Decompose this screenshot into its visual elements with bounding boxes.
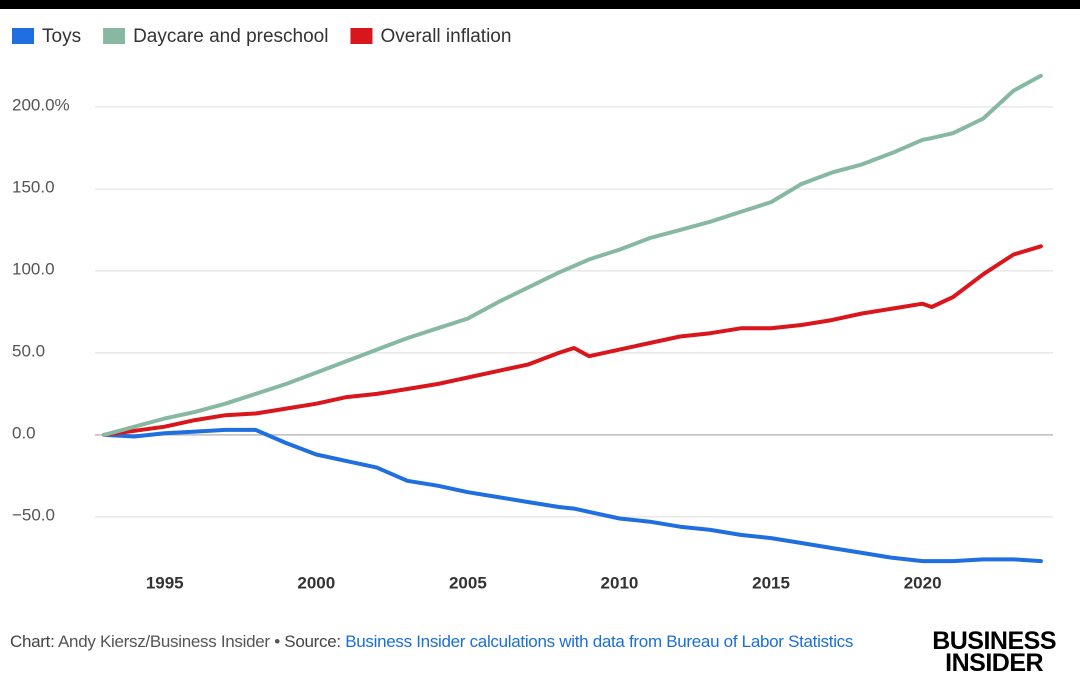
x-tick-label: 2005 [449,573,487,592]
line [102,73,1043,437]
y-tick-label: 50.0 [12,341,45,360]
logo-line: BUSINESS [932,627,1056,655]
x-tick-label: 2000 [297,573,335,592]
y-tick-label: 0.0 [12,423,36,442]
top-bar [0,0,1080,9]
x-tick-label: 2020 [904,573,942,592]
legend-swatch [350,28,373,44]
y-tick-label: −50.0 [12,505,55,524]
x-tick-label: 2010 [601,573,639,592]
logo-line: INSIDER [945,649,1044,677]
line [102,244,1043,437]
legend-label: Daycare and preschool [133,26,328,47]
legend-label: Overall inflation [380,26,511,47]
legend-swatch [103,28,126,44]
footer: Chart: Andy Kiersz/Business Insider • So… [10,630,930,654]
credit: Andy Kiersz/Business Insider [58,632,270,651]
legend-swatch [12,28,34,44]
x-tick-label: 1995 [146,573,184,592]
source-label: Source: [284,632,341,651]
separator: • [274,632,280,651]
line [102,427,1043,564]
y-tick-label: 200.0% [12,95,70,114]
source: Business Insider calculations with data … [345,632,854,651]
y-tick-label: 150.0 [12,177,55,196]
chart: −50.0 0.0 50.0 100.0 150.0 200.0% 1995 2000 2005… [0,0,1080,592]
credit-label: Chart: [10,632,55,651]
y-tick-label: 100.0 [12,259,55,278]
logo: BUSINESS INSIDER [932,627,1056,677]
legend-label: Toys [42,26,81,47]
x-tick-label: 2015 [752,573,790,592]
